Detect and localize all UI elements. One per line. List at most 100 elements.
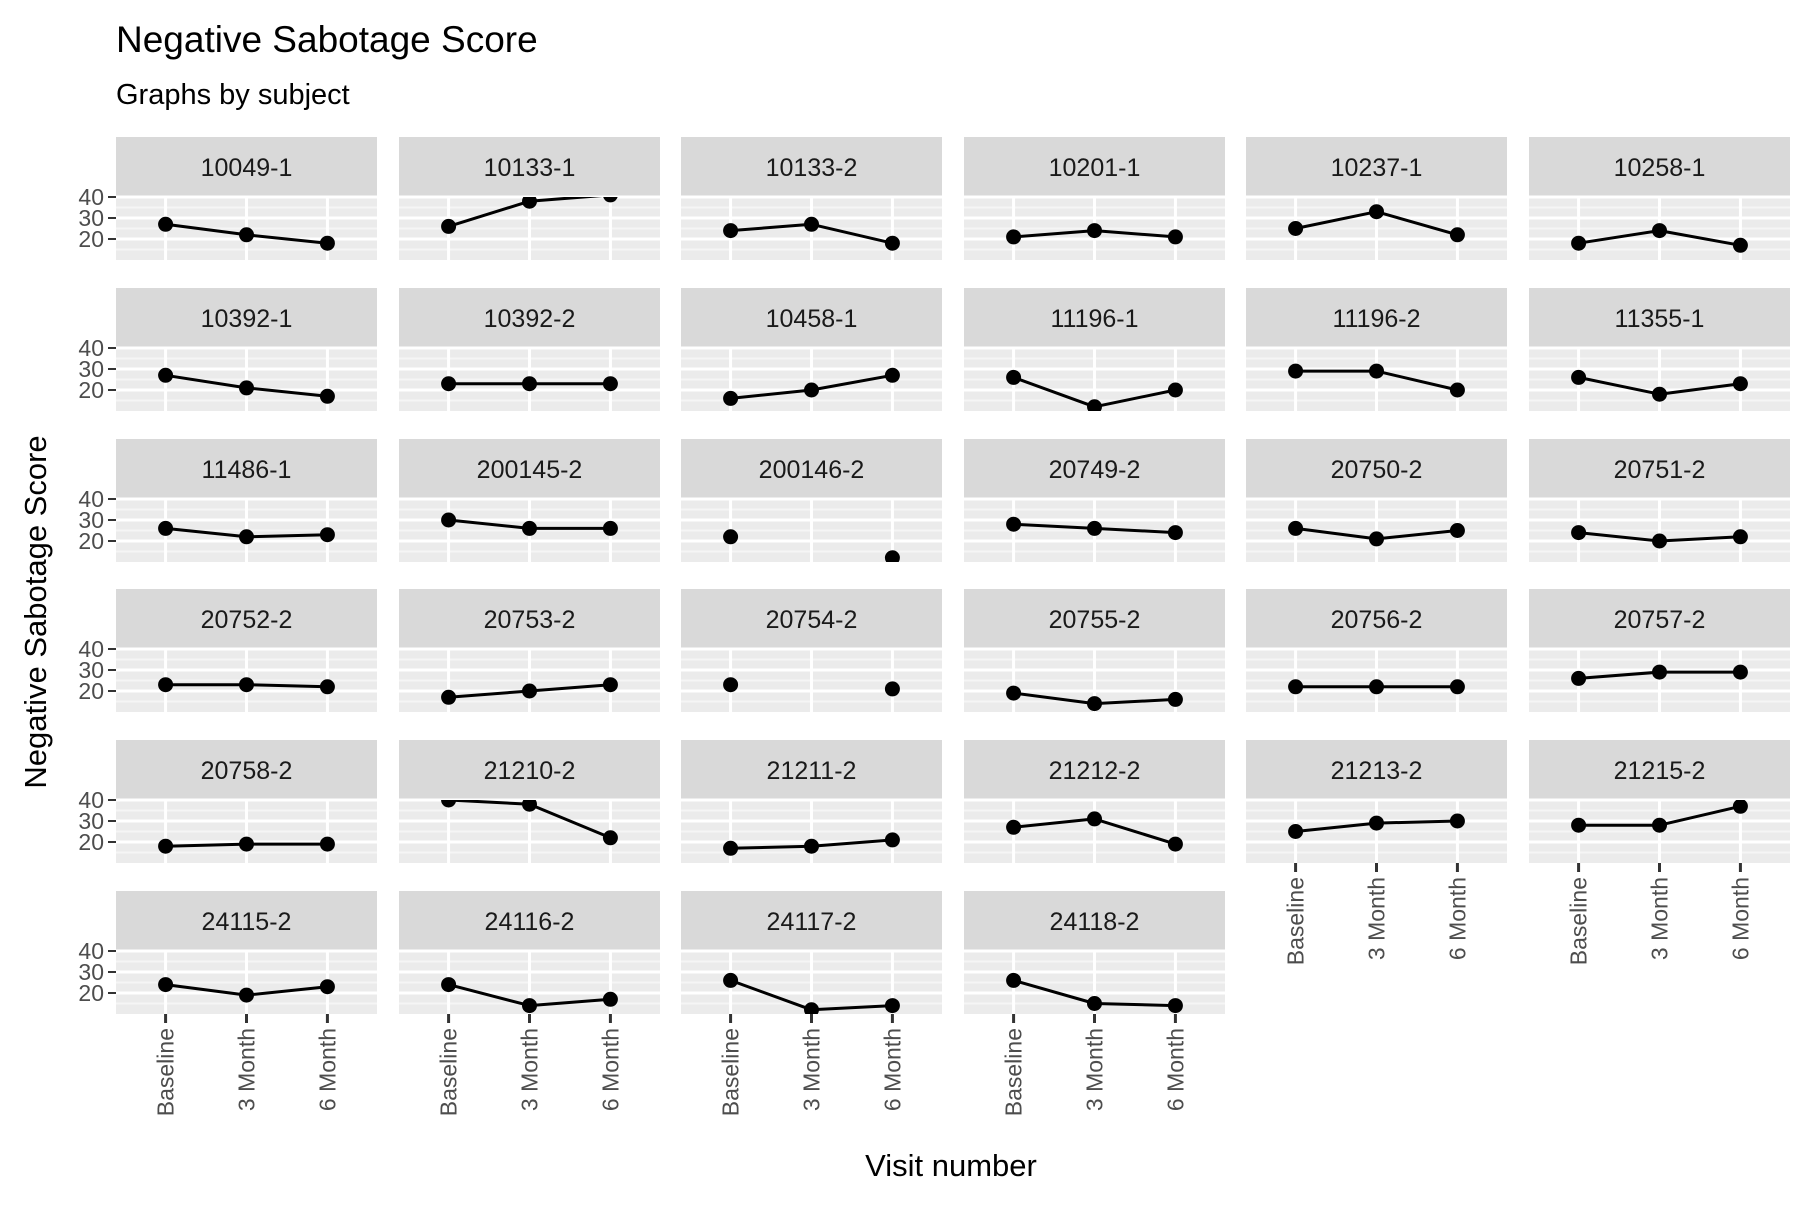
panel-data [1288, 813, 1465, 839]
y-tick-label: 30 [78, 657, 104, 683]
series-line-segment [730, 844, 812, 850]
series-line-segment [1013, 375, 1096, 409]
x-tick-label: 6 Month [1162, 1028, 1188, 1111]
data-point [1006, 229, 1022, 245]
panel-data [1288, 679, 1465, 695]
facet-strip [964, 137, 1225, 197]
panel-data [1571, 664, 1748, 686]
data-point [884, 681, 900, 697]
x-tick-label: 3 Month [517, 1028, 543, 1111]
facet-strip [399, 891, 660, 951]
data-point [319, 527, 335, 543]
facet-panel: 24118-2 Baseline 3 Month 6 Month [964, 891, 1225, 1116]
x-tick-label: 6 Month [879, 1028, 905, 1111]
facet-panel: 20749-2 [964, 439, 1225, 562]
data-point [1571, 369, 1587, 385]
facet-strip [1529, 288, 1790, 348]
series-line-segment [1013, 522, 1095, 530]
series-line-segment [165, 222, 247, 237]
facet-strip-label: 20750-2 [1331, 456, 1423, 484]
panel-data [1006, 516, 1183, 541]
facet-panel: 11355-1 [1529, 288, 1790, 411]
data-point [319, 235, 335, 251]
data-point [158, 216, 174, 232]
facet-panel: 10458-1 [681, 288, 942, 411]
data-point [1087, 223, 1102, 239]
series-line-segment [811, 373, 893, 392]
data-point [1288, 363, 1304, 379]
data-point [522, 376, 537, 392]
y-tick-label: 20 [78, 829, 104, 855]
series-line-segment [1578, 229, 1660, 245]
panel-data [1006, 369, 1183, 411]
facet-panel: 21210-2 [399, 740, 660, 863]
data-point [1006, 516, 1022, 532]
facet-strip-label: 24115-2 [202, 908, 292, 936]
data-point [1087, 696, 1102, 712]
panel-data [1288, 363, 1465, 398]
facet-strip-label: 20755-2 [1049, 606, 1141, 634]
facet-strip-label: 20753-2 [484, 606, 576, 634]
data-point [441, 689, 457, 705]
data-point [319, 979, 335, 995]
data-point [884, 832, 900, 848]
y-tick-label: 20 [78, 528, 104, 554]
series-line-segment [529, 683, 611, 693]
data-point [158, 838, 174, 854]
facet-strip [1529, 589, 1790, 649]
series-line-segment [1659, 535, 1741, 543]
facet-strip [964, 740, 1225, 800]
data-point [1449, 227, 1465, 243]
data-point [1732, 376, 1748, 392]
series-line-segment [1094, 817, 1176, 846]
facet-strip-label: 10133-2 [766, 154, 858, 182]
y-tick-label: 20 [78, 678, 104, 704]
facet-panel: 20756-2 [1246, 589, 1507, 712]
facet-strip-label: 11355-1 [1615, 305, 1705, 333]
x-tick-label: 3 Month [1082, 1028, 1108, 1111]
panel-data [158, 836, 335, 854]
panel-data [723, 677, 900, 697]
facet-strip [399, 740, 660, 800]
series-line-segment [1013, 229, 1095, 239]
facet-strip-label: 21212-2 [1049, 757, 1141, 785]
series-line-segment [448, 199, 530, 228]
series-line-segment [246, 985, 328, 997]
facet-strip-label: 20756-2 [1331, 606, 1423, 634]
data-point [1288, 221, 1304, 236]
series-line-segment [1578, 375, 1660, 396]
y-tick-label: 40 [78, 184, 104, 210]
series-line-segment [448, 518, 530, 530]
facet-strip-label: 10392-1 [201, 305, 293, 333]
facet-panel: 20753-2 [399, 589, 660, 712]
facet-strip-label: 20758-2 [201, 757, 293, 785]
facet-strip [964, 439, 1225, 499]
facet-strip [1246, 589, 1507, 649]
panel-data [1006, 223, 1183, 245]
facet-strip-label: 10458-1 [766, 305, 858, 333]
data-point [1652, 223, 1667, 239]
series-line-segment [1295, 821, 1377, 833]
data-point [1167, 525, 1183, 541]
data-point [1571, 525, 1587, 541]
series-line-segment [1578, 531, 1660, 543]
data-point [441, 977, 457, 993]
panel-data [158, 216, 335, 251]
facet-strip-label: 20754-2 [766, 606, 858, 634]
facet-panel: 20751-2 [1529, 439, 1790, 562]
data-point [239, 380, 254, 396]
facet-panel: 10133-1 [399, 137, 660, 260]
series-line-segment [246, 386, 328, 398]
facet-strip [1246, 740, 1507, 800]
data-point [1571, 235, 1587, 251]
series-line-segment [730, 978, 813, 1012]
data-point [1449, 382, 1465, 398]
x-tick-label: Baseline [1283, 877, 1309, 965]
